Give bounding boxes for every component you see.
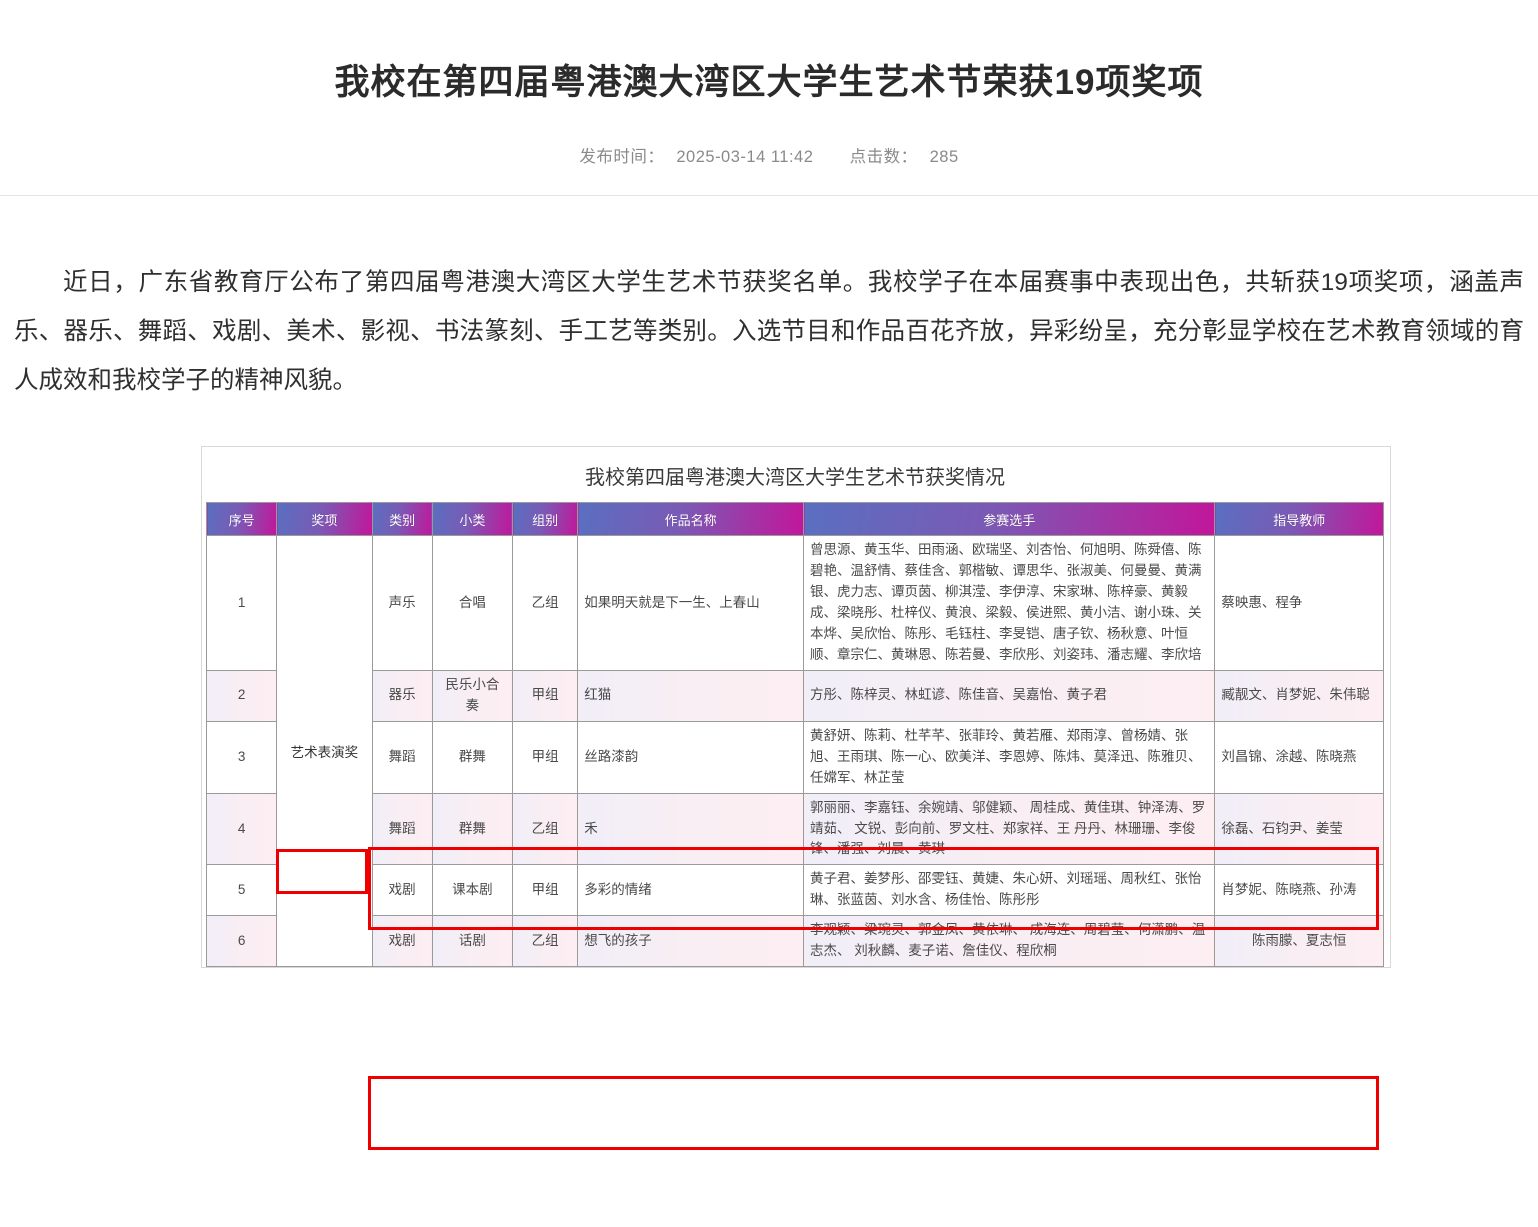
row-category: 舞蹈: [371, 792, 433, 866]
row-teachers: 臧靓文、肖梦妮、朱伟聪: [1214, 669, 1384, 722]
row-subcategory: 合唱: [431, 535, 514, 671]
row-work: 丝路漆韵: [577, 720, 804, 794]
row-group: 甲组: [512, 669, 579, 722]
row-work: 多彩的情绪: [577, 864, 804, 917]
row-teachers: 陈雨朦、夏志恒: [1214, 915, 1384, 968]
row-participants: 曾思源、黄玉华、田雨涵、欧瑞坚、刘杏怡、何旭明、陈舜僖、陈碧艳、温舒情、蔡佳含、…: [802, 535, 1216, 671]
row-group: 乙组: [512, 535, 579, 671]
publish-time-value: 2025-03-14 11:42: [676, 147, 814, 166]
row-group: 甲组: [512, 720, 579, 794]
publish-time-label: 发布时间：: [579, 147, 665, 166]
row-work: 如果明天就是下一生、上春山: [577, 535, 804, 671]
view-count-label: 点击数：: [849, 147, 918, 166]
row-work: 想飞的孩子: [577, 915, 804, 968]
table-header-row: 序号 奖项 类别 小类 组别 作品名称 参赛选手 指导教师: [205, 502, 1384, 537]
row-no: 1: [205, 535, 278, 671]
row-teachers: 肖梦妮、陈晓燕、孙涛: [1214, 864, 1384, 917]
row-category: 舞蹈: [371, 720, 433, 794]
table-row: 6 戏剧 话剧 乙组 想飞的孩子 李观颖、梁琬灵、郭金凤、黄依琳、 成海连、周碧…: [205, 915, 1384, 968]
award-table: 我校第四届粤港澳大湾区大学生艺术节获奖情况 序号 奖项 类别 小类 组别 作品名…: [205, 451, 1384, 968]
column-header-category: 类别: [371, 502, 433, 537]
article-page: 我校在第四届粤港澳大湾区大学生艺术节荣获19项奖项 发布时间： 2025-03-1…: [0, 23, 1538, 1227]
column-header-subcategory: 小类: [431, 502, 514, 537]
row-subcategory: 群舞: [431, 792, 514, 866]
row-teachers: 蔡映惠、程争: [1214, 535, 1384, 671]
row-group: 甲组: [512, 864, 579, 917]
column-header-work: 作品名称: [577, 502, 804, 537]
row-subcategory: 话剧: [431, 915, 514, 968]
column-header-participants: 参赛选手: [802, 502, 1216, 537]
row-category: 声乐: [371, 535, 433, 671]
article-meta: 发布时间： 2025-03-14 11:42 点击数： 285: [0, 143, 1538, 167]
row-work: 红猫: [577, 669, 804, 722]
row-no: 2: [205, 669, 278, 722]
row-group: 乙组: [512, 915, 579, 968]
column-header-award: 奖项: [276, 502, 373, 537]
table-row: 1 艺术表演奖 声乐 合唱 乙组 如果明天就是下一生、上春山 曾思源、黄玉华、田…: [205, 535, 1384, 968]
award-merged-cell: 艺术表演奖: [276, 535, 373, 968]
header-divider: [0, 194, 1538, 196]
row-no: 3: [205, 720, 278, 794]
award-table-container: 我校第四届粤港澳大湾区大学生艺术节获奖情况 序号 奖项 类别 小类 组别 作品名…: [201, 446, 1391, 969]
row-category: 戏剧: [371, 864, 433, 917]
row-subcategory: 课本剧: [431, 864, 514, 917]
table-row: 4 舞蹈 群舞 乙组 禾 郭丽丽、李嘉钰、余婉靖、邬健颖、 周桂成、黄佳琪、钟泽…: [205, 792, 1384, 866]
view-count-value: 285: [929, 147, 959, 166]
column-header-teachers: 指导教师: [1214, 502, 1384, 537]
row-no: 5: [205, 864, 278, 917]
row-subcategory: 群舞: [431, 720, 514, 794]
row-teachers: 刘昌锦、涂越、陈晓燕: [1214, 720, 1384, 794]
row-category: 器乐: [371, 669, 433, 722]
row-participants: 郭丽丽、李嘉钰、余婉靖、邬健颖、 周桂成、黄佳琪、钟泽涛、罗靖茹、 文锐、彭向前…: [802, 792, 1216, 866]
table-row: 2 器乐 民乐小合奏 甲组 红猫 方彤、陈梓灵、林虹谚、陈佳音、吴嘉怡、黄子君 …: [205, 669, 1384, 722]
column-header-group: 组别: [512, 502, 579, 537]
row-participants: 李观颖、梁琬灵、郭金凤、黄依琳、 成海连、周碧莹、何潇鹏、温志杰、 刘秋麟、麦子…: [802, 915, 1216, 968]
article-paragraph: 近日，广东省教育厅公布了第四届粤港澳大湾区大学生艺术节获奖名单。我校学子在本届赛…: [14, 269, 1524, 395]
row-participants: 黄舒妍、陈莉、杜芊芊、张菲玲、黄若雁、郑雨淳、曾杨婧、张旭、王雨琪、陈一心、欧美…: [802, 720, 1216, 794]
row-participants: 方彤、陈梓灵、林虹谚、陈佳音、吴嘉怡、黄子君: [802, 669, 1216, 722]
table-caption-row: 我校第四届粤港澳大湾区大学生艺术节获奖情况: [206, 451, 1384, 503]
page-title: 我校在第四届粤港澳大湾区大学生艺术节荣获19项奖项: [334, 63, 1204, 103]
column-header-no: 序号: [205, 502, 278, 537]
row-subcategory: 民乐小合奏: [431, 669, 514, 722]
row-no: 4: [205, 792, 278, 866]
table-row: 3 舞蹈 群舞 甲组 丝路漆韵 黄舒妍、陈莉、杜芊芊、张菲玲、黄若雁、郑雨淳、曾…: [205, 720, 1384, 794]
row-no: 6: [205, 915, 278, 968]
table-row: 5 戏剧 课本剧 甲组 多彩的情绪 黄子君、姜梦彤、邵雯钰、黄婕、朱心妍、刘瑶瑶…: [205, 864, 1384, 917]
row-work: 禾: [577, 792, 804, 866]
table-caption: 我校第四届粤港澳大湾区大学生艺术节获奖情况: [206, 451, 1384, 503]
row-participants: 黄子君、姜梦彤、邵雯钰、黄婕、朱心妍、刘瑶瑶、周秋红、张怡琳、张蓝茵、刘水含、杨…: [802, 864, 1216, 917]
row-teachers: 徐磊、石钧尹、姜莹: [1214, 792, 1384, 866]
row-category: 戏剧: [371, 915, 433, 968]
annotation-box-row-5: [368, 1076, 1379, 1151]
row-group: 乙组: [512, 792, 579, 866]
